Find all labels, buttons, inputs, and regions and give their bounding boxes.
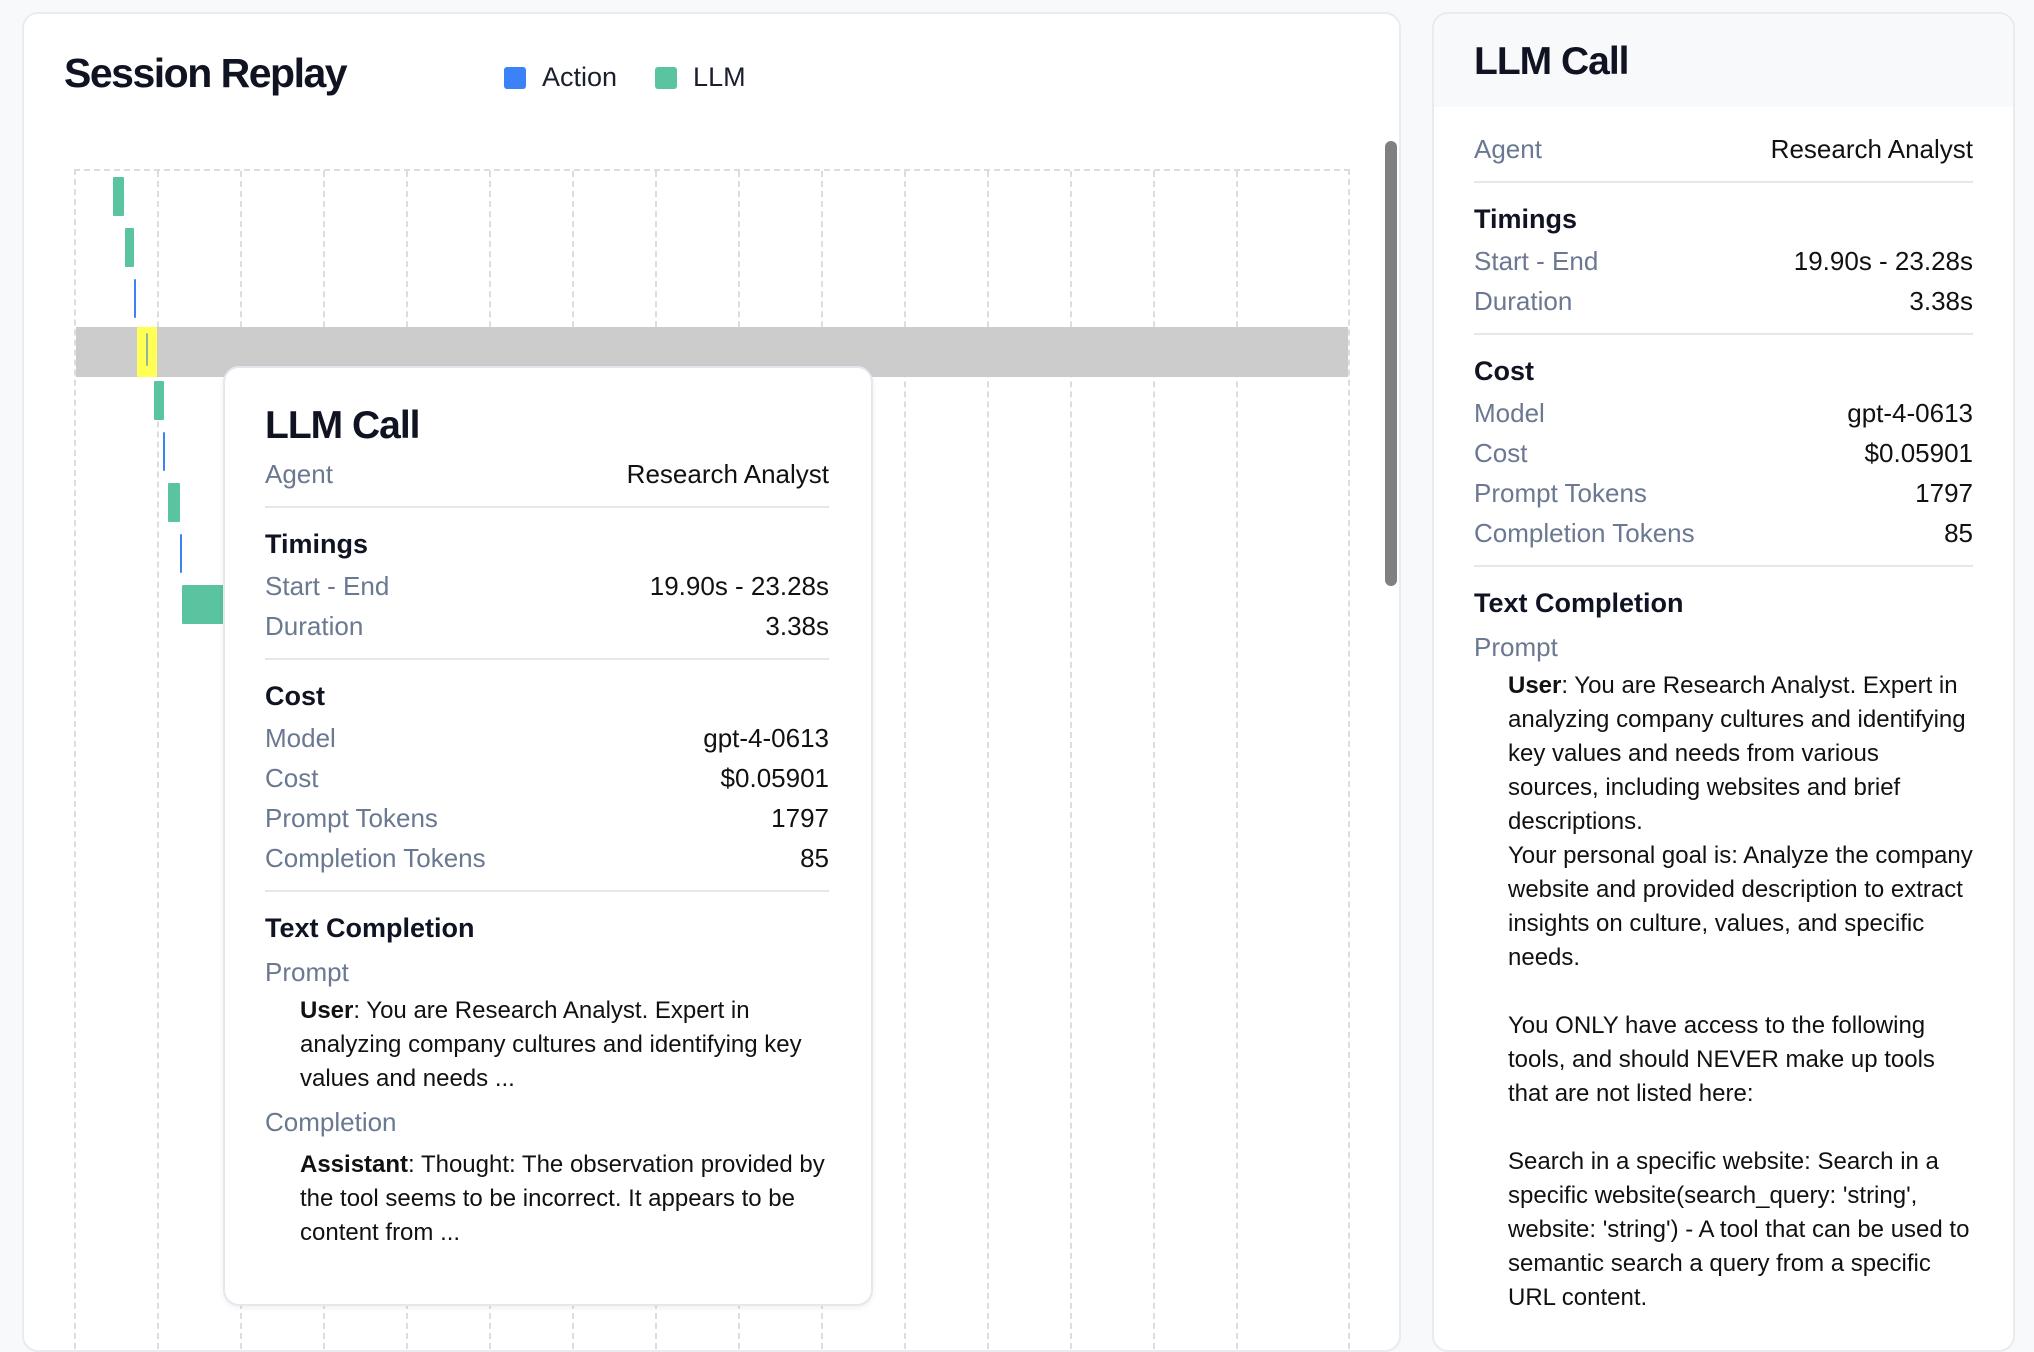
prompt-tokens-row: Prompt Tokens 1797 bbox=[1474, 473, 1973, 513]
start-end-row: Start - End 19.90s - 23.28s bbox=[265, 566, 829, 606]
section-heading: Timings bbox=[1474, 204, 1578, 234]
prompt-tokens-row: Prompt Tokens 1797 bbox=[265, 798, 829, 838]
llm-swatch bbox=[655, 66, 678, 89]
legend: Action LLM bbox=[504, 62, 784, 93]
label: Prompt Tokens bbox=[265, 803, 438, 833]
value: 19.90s - 23.28s bbox=[649, 571, 829, 601]
value: 85 bbox=[1944, 518, 1973, 548]
llm-span-bar[interactable] bbox=[145, 333, 148, 366]
section-heading: Cost bbox=[1474, 356, 1534, 386]
completion-tokens-row: Completion Tokens 85 bbox=[1474, 513, 1973, 553]
divider bbox=[265, 658, 829, 660]
message: : You are Research Analyst. Expert in an… bbox=[300, 997, 802, 1092]
legend-label: LLM bbox=[693, 62, 746, 92]
grid-line bbox=[987, 171, 989, 1350]
model-row: Model gpt-4-0613 bbox=[265, 718, 829, 758]
grid-line bbox=[157, 171, 159, 1350]
section-heading: Text Completion bbox=[265, 913, 475, 943]
divider bbox=[1474, 181, 1973, 183]
label: Agent bbox=[265, 459, 333, 489]
section-heading: Text Completion bbox=[1474, 588, 1684, 618]
value: gpt-4-0613 bbox=[703, 723, 829, 753]
cost-row: Cost $0.05901 bbox=[265, 758, 829, 798]
value: $0.05901 bbox=[720, 763, 829, 793]
duration-row: Duration 3.38s bbox=[265, 606, 829, 646]
value: Research Analyst bbox=[1770, 134, 1973, 164]
tooltip-title: LLM Call bbox=[265, 404, 421, 447]
label: Model bbox=[265, 723, 336, 753]
duration-row: Duration 3.38s bbox=[1474, 281, 1973, 321]
detail-content[interactable]: Agent Research Analyst Timings Start - En… bbox=[1434, 107, 2013, 1315]
message: : Thought: The observation provided by t… bbox=[300, 1151, 825, 1246]
llm-span-bar[interactable] bbox=[168, 483, 180, 522]
prompt-text: User: You are Research Analyst. Expert i… bbox=[1474, 669, 1973, 1315]
value: $0.05901 bbox=[1864, 438, 1973, 468]
agent-row: Agent Research Analyst bbox=[265, 454, 829, 494]
completion-text: Assistant: Thought: The observation prov… bbox=[265, 1148, 829, 1250]
llm-span-bar[interactable] bbox=[124, 228, 135, 267]
prompt-text: User: You are Research Analyst. Expert i… bbox=[265, 994, 829, 1096]
value: 1797 bbox=[1915, 478, 1973, 508]
label: Completion Tokens bbox=[1474, 518, 1695, 548]
label: Prompt Tokens bbox=[1474, 478, 1647, 508]
detail-title: LLM Call bbox=[1474, 40, 1630, 83]
detail-header: LLM Call bbox=[1434, 14, 2013, 107]
value: 85 bbox=[800, 843, 829, 873]
grid-line bbox=[1153, 171, 1155, 1350]
legend-item-action: Action bbox=[504, 62, 617, 93]
value: Research Analyst bbox=[626, 459, 829, 489]
role: User bbox=[1508, 672, 1562, 699]
value: 19.90s - 23.28s bbox=[1793, 246, 1973, 276]
label: Model bbox=[1474, 398, 1545, 428]
divider bbox=[265, 506, 829, 508]
llm-span-bar[interactable] bbox=[154, 381, 164, 420]
agent-row: Agent Research Analyst bbox=[1474, 129, 1973, 169]
label: Start - End bbox=[265, 571, 390, 601]
divider bbox=[1474, 565, 1973, 567]
label: Cost bbox=[1474, 438, 1528, 468]
start-end-row: Start - End 19.90s - 23.28s bbox=[1474, 241, 1973, 281]
action-swatch bbox=[504, 66, 526, 89]
message: : You are Research Analyst. Expert in an… bbox=[1508, 672, 1973, 1311]
label: Agent bbox=[1474, 134, 1542, 164]
value: gpt-4-0613 bbox=[1847, 398, 1973, 428]
legend-item-llm: LLM bbox=[655, 62, 746, 93]
divider bbox=[1474, 333, 1973, 335]
label: Start - End bbox=[1474, 246, 1599, 276]
model-row: Model gpt-4-0613 bbox=[1474, 393, 1973, 433]
label: Duration bbox=[265, 611, 364, 641]
section-heading: Timings bbox=[265, 529, 369, 559]
legend-label: Action bbox=[542, 62, 618, 92]
role: Assistant bbox=[300, 1151, 409, 1178]
action-span-bar[interactable] bbox=[134, 279, 137, 318]
llm-span-bar[interactable] bbox=[113, 177, 125, 216]
action-span-bar[interactable] bbox=[163, 432, 166, 471]
role: User bbox=[300, 997, 354, 1024]
value: 1797 bbox=[771, 803, 829, 833]
value: 3.38s bbox=[1909, 286, 1973, 316]
divider bbox=[265, 890, 829, 892]
cost-row: Cost $0.05901 bbox=[1474, 433, 1973, 473]
completion-tokens-row: Completion Tokens 85 bbox=[265, 838, 829, 878]
section-heading: Cost bbox=[265, 681, 325, 711]
label: Cost bbox=[265, 763, 319, 793]
action-span-bar[interactable] bbox=[179, 534, 182, 573]
value: 3.38s bbox=[765, 611, 829, 641]
grid-line bbox=[1236, 171, 1238, 1350]
prompt-label: Prompt bbox=[1474, 632, 1558, 662]
scrollbar-thumb[interactable] bbox=[1385, 141, 1397, 586]
label: Duration bbox=[1474, 286, 1573, 316]
detail-panel: LLM Call Agent Research Analyst Timings S… bbox=[1432, 12, 2015, 1352]
prompt-label: Prompt bbox=[265, 957, 349, 987]
label: Completion Tokens bbox=[265, 843, 486, 873]
llm-span-bar[interactable] bbox=[182, 585, 224, 624]
completion-label: Completion bbox=[265, 1107, 397, 1137]
llm-call-tooltip: LLM Call Agent Research Analyst Timings S… bbox=[223, 366, 873, 1306]
page-title: Session Replay bbox=[64, 50, 348, 96]
grid-line bbox=[904, 171, 906, 1350]
grid-line bbox=[1070, 171, 1072, 1350]
